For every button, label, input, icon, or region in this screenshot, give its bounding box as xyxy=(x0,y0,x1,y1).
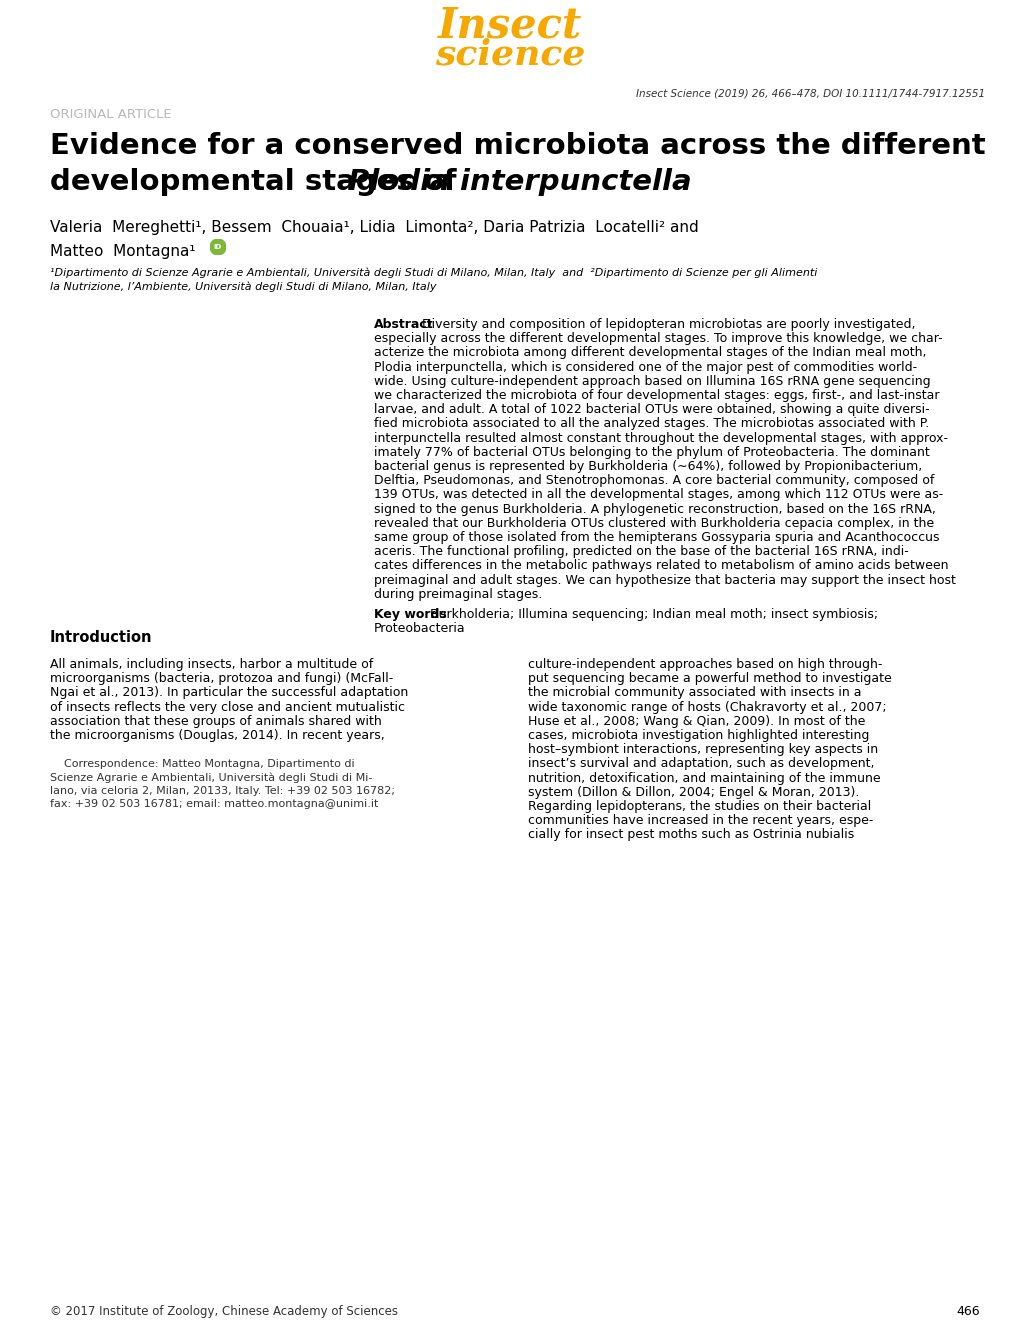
Text: Regarding lepidopterans, the studies on their bacterial: Regarding lepidopterans, the studies on … xyxy=(528,800,870,814)
Text: communities have increased in the recent years, espe-: communities have increased in the recent… xyxy=(528,814,872,827)
Text: cates differences in the metabolic pathways related to metabolism of amino acids: cates differences in the metabolic pathw… xyxy=(374,560,948,572)
Text: la Nutrizione, l’Ambiente, Università degli Studi di Milano, Milan, Italy: la Nutrizione, l’Ambiente, Università de… xyxy=(50,282,436,293)
Text: we characterized the microbiota of four developmental stages: eggs, first-, and : we characterized the microbiota of four … xyxy=(374,389,938,402)
Text: host–symbiont interactions, representing key aspects in: host–symbiont interactions, representing… xyxy=(528,743,877,756)
Text: © 2017 Institute of Zoology, Chinese Academy of Sciences: © 2017 Institute of Zoology, Chinese Aca… xyxy=(50,1305,397,1319)
Text: fax: +39 02 503 16781; email: matteo.montagna@unimi.it: fax: +39 02 503 16781; email: matteo.mon… xyxy=(50,799,378,808)
Text: Correspondence: Matteo Montagna, Dipartimento di: Correspondence: Matteo Montagna, Diparti… xyxy=(50,759,355,770)
Text: imately 77% of bacterial OTUs belonging to the phylum of Proteobacteria. The dom: imately 77% of bacterial OTUs belonging … xyxy=(374,446,929,458)
Text: culture-independent approaches based on high through-: culture-independent approaches based on … xyxy=(528,659,881,671)
Text: Ngai et al., 2013). In particular the successful adaptation: Ngai et al., 2013). In particular the su… xyxy=(50,687,408,700)
Text: same group of those isolated from the hemipterans Gossyparia spuria and Acanthoc: same group of those isolated from the he… xyxy=(374,530,938,544)
Text: Valeria  Mereghetti¹, Bessem  Chouaia¹, Lidia  Limonta², Daria Patrizia  Locatel: Valeria Mereghetti¹, Bessem Chouaia¹, Li… xyxy=(50,220,698,235)
Text: interpunctella resulted almost constant throughout the developmental stages, wit: interpunctella resulted almost constant … xyxy=(374,432,947,445)
Text: association that these groups of animals shared with: association that these groups of animals… xyxy=(50,715,381,728)
Text: Plodia interpunctella, which is considered one of the major pest of commodities : Plodia interpunctella, which is consider… xyxy=(374,361,916,374)
Text: Abstract: Abstract xyxy=(374,318,433,331)
Text: Matteo  Montagna¹: Matteo Montagna¹ xyxy=(50,244,196,259)
Text: Evidence for a conserved microbiota across the different: Evidence for a conserved microbiota acro… xyxy=(50,132,984,160)
Text: cially for insect pest moths such as Ostrinia nubialis: cially for insect pest moths such as Ost… xyxy=(528,828,854,842)
Text: Huse et al., 2008; Wang & Qian, 2009). In most of the: Huse et al., 2008; Wang & Qian, 2009). I… xyxy=(528,715,864,728)
Text: ORIGINAL ARTICLE: ORIGINAL ARTICLE xyxy=(50,108,171,122)
Circle shape xyxy=(210,239,226,255)
Text: Introduction: Introduction xyxy=(50,631,153,645)
Text: ¹Dipartimento di Scienze Agrarie e Ambientali, Università degli Studi di Milano,: ¹Dipartimento di Scienze Agrarie e Ambie… xyxy=(50,269,816,278)
Text: preimaginal and adult stages. We can hypothesize that bacteria may support the i: preimaginal and adult stages. We can hyp… xyxy=(374,573,955,587)
Text: signed to the genus Burkholderia. A phylogenetic reconstruction, based on the 16: signed to the genus Burkholderia. A phyl… xyxy=(374,502,935,516)
Text: Delftia, Pseudomonas, and Stenotrophomonas. A core bacterial community, composed: Delftia, Pseudomonas, and Stenotrophomon… xyxy=(374,474,933,488)
Text: Key words: Key words xyxy=(374,608,446,621)
Text: wide taxonomic range of hosts (Chakravorty et al., 2007;: wide taxonomic range of hosts (Chakravor… xyxy=(528,700,886,713)
Text: Burkholderia; Illumina sequencing; Indian meal moth; insect symbiosis;: Burkholderia; Illumina sequencing; India… xyxy=(430,608,877,621)
Text: during preimaginal stages.: during preimaginal stages. xyxy=(374,588,542,601)
Text: bacterial genus is represented by Burkholderia (∼64%), followed by Propionibacte: bacterial genus is represented by Burkho… xyxy=(374,460,921,473)
Text: All animals, including insects, harbor a multitude of: All animals, including insects, harbor a… xyxy=(50,659,373,671)
Text: system (Dillon & Dillon, 2004; Engel & Moran, 2013).: system (Dillon & Dillon, 2004; Engel & M… xyxy=(528,786,859,799)
Text: Proteobacteria: Proteobacteria xyxy=(374,623,465,635)
Text: cases, microbiota investigation highlighted interesting: cases, microbiota investigation highligh… xyxy=(528,729,868,741)
Text: science: science xyxy=(434,37,585,71)
Text: the microorganisms (Douglas, 2014). In recent years,: the microorganisms (Douglas, 2014). In r… xyxy=(50,729,384,741)
Text: 466: 466 xyxy=(956,1305,979,1319)
Text: Plodia interpunctella: Plodia interpunctella xyxy=(347,168,691,196)
Text: Scienze Agrarie e Ambientali, Università degli Studi di Mi-: Scienze Agrarie e Ambientali, Università… xyxy=(50,772,372,783)
Text: iD: iD xyxy=(214,244,222,250)
Text: developmental stages of: developmental stages of xyxy=(50,168,466,196)
Text: nutrition, detoxification, and maintaining of the immune: nutrition, detoxification, and maintaini… xyxy=(528,772,879,784)
Text: 139 OTUs, was detected in all the developmental stages, among which 112 OTUs wer: 139 OTUs, was detected in all the develo… xyxy=(374,489,943,501)
Text: microorganisms (bacteria, protozoa and fungi) (McFall-: microorganisms (bacteria, protozoa and f… xyxy=(50,672,393,685)
Text: the microbial community associated with insects in a: the microbial community associated with … xyxy=(528,687,861,700)
Text: wide. Using culture-independent approach based on Illumina 16S rRNA gene sequenc: wide. Using culture-independent approach… xyxy=(374,375,929,387)
Text: larvae, and adult. A total of 1022 bacterial OTUs were obtained, showing a quite: larvae, and adult. A total of 1022 bacte… xyxy=(374,403,928,417)
Text: acterize the microbiota among different developmental stages of the Indian meal : acterize the microbiota among different … xyxy=(374,346,925,359)
Text: of insects reflects the very close and ancient mutualistic: of insects reflects the very close and a… xyxy=(50,700,405,713)
Text: especially across the different developmental stages. To improve this knowledge,: especially across the different developm… xyxy=(374,333,942,345)
Text: Diversity and composition of lepidopteran microbiotas are poorly investigated,: Diversity and composition of lepidoptera… xyxy=(422,318,915,331)
Text: insect’s survival and adaptation, such as development,: insect’s survival and adaptation, such a… xyxy=(528,758,873,771)
Text: put sequencing became a powerful method to investigate: put sequencing became a powerful method … xyxy=(528,672,891,685)
Text: lano, via celoria 2, Milan, 20133, Italy. Tel: +39 02 503 16782;: lano, via celoria 2, Milan, 20133, Italy… xyxy=(50,786,394,796)
Text: fied microbiota associated to all the analyzed stages. The microbiotas associate: fied microbiota associated to all the an… xyxy=(374,417,928,430)
Text: revealed that our Burkholderia OTUs clustered with Burkholderia cepacia complex,: revealed that our Burkholderia OTUs clus… xyxy=(374,517,933,530)
Text: aceris. The functional profiling, predicted on the base of the bacterial 16S rRN: aceris. The functional profiling, predic… xyxy=(374,545,908,558)
Text: Insect: Insect xyxy=(437,5,582,47)
Text: Insect Science (2019) 26, 466–478, DOI 10.1111/1744-7917.12551: Insect Science (2019) 26, 466–478, DOI 1… xyxy=(635,88,984,98)
